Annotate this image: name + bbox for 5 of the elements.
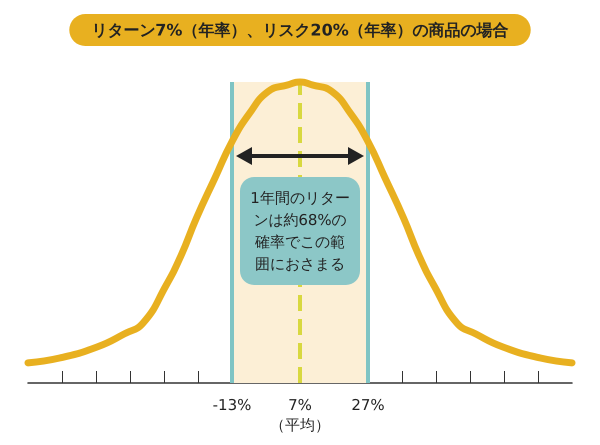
x-tick-label: 7% （平均） [270,396,330,434]
x-tick-label: -13% [212,396,252,414]
chart-title: リターン7%（年率）、リスク20%（年率）の商品の場合 [91,20,509,40]
x-tick-label: 27% [351,396,385,414]
annotation: 1年間のリターンは約68%の確率でこの範囲におさまる [240,177,360,285]
